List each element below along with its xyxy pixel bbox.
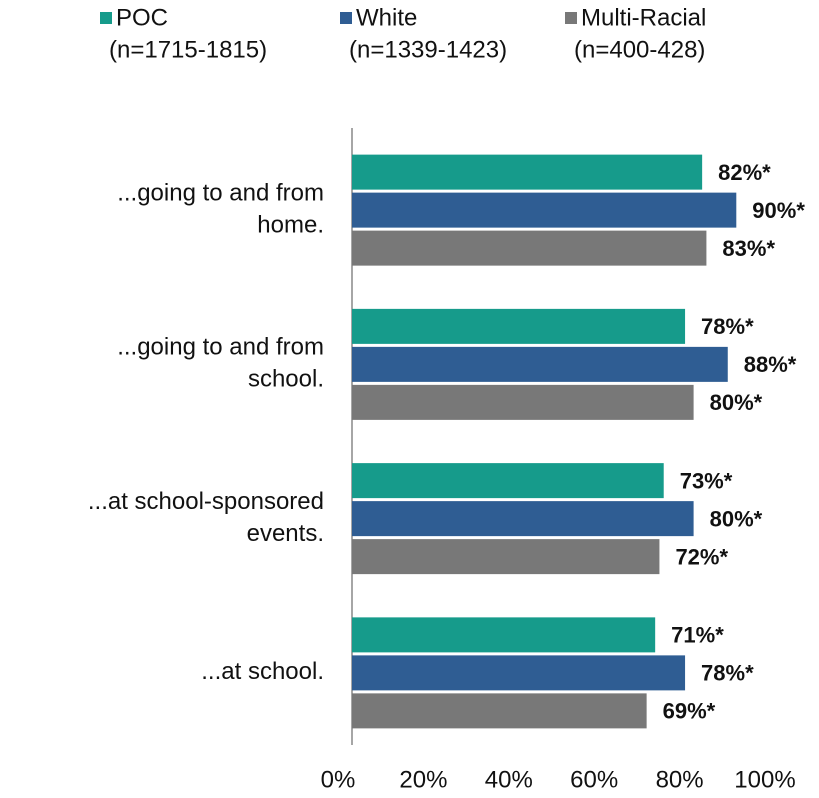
value-label: 73%* (680, 468, 733, 493)
legend-label: POC (116, 4, 168, 31)
legend-sample: (n=1715-1815) (109, 36, 267, 63)
bar (352, 384, 694, 420)
bar (352, 192, 737, 228)
legend-sample: (n=400-428) (574, 36, 705, 63)
bar (352, 539, 660, 575)
x-tick-label: 40% (485, 766, 533, 793)
category-label: home. (257, 211, 324, 238)
bar (352, 230, 707, 266)
legend-label: Multi-Racial (581, 4, 706, 31)
legend-swatch (340, 12, 352, 24)
category-label: school. (248, 366, 324, 393)
value-label: 78%* (701, 314, 754, 339)
legend-sample: (n=1339-1423) (349, 36, 507, 63)
legend-label: White (356, 4, 417, 31)
category-label: ...going to and from (117, 179, 324, 206)
value-label: 78%* (701, 661, 754, 686)
bar (352, 308, 686, 344)
x-tick-label: 80% (656, 766, 704, 793)
category-label: events. (247, 520, 324, 547)
x-tick-label: 20% (399, 766, 447, 793)
bar (352, 693, 647, 729)
value-label: 83%* (722, 236, 775, 261)
x-tick-label: 60% (570, 766, 618, 793)
category-label: ...at school. (201, 658, 324, 685)
value-label: 69%* (663, 699, 716, 724)
value-label: 82%* (718, 160, 771, 185)
value-label: 71%* (671, 623, 724, 648)
value-label: 90%* (752, 198, 805, 223)
bar (352, 501, 694, 537)
bar (352, 154, 703, 190)
x-tick-label: 0% (321, 766, 356, 793)
bar (352, 346, 728, 382)
bar (352, 655, 686, 691)
x-tick-label: 100% (734, 766, 795, 793)
value-label: 88%* (744, 352, 797, 377)
bar (352, 463, 664, 499)
value-label: 80%* (710, 390, 763, 415)
category-label: ...going to and from (117, 334, 324, 361)
legend-swatch (565, 12, 577, 24)
value-label: 80%* (710, 506, 763, 531)
legend-swatch (100, 12, 112, 24)
bar (352, 617, 656, 653)
category-label: ...at school-sponsored (88, 488, 324, 515)
value-label: 72%* (675, 544, 728, 569)
